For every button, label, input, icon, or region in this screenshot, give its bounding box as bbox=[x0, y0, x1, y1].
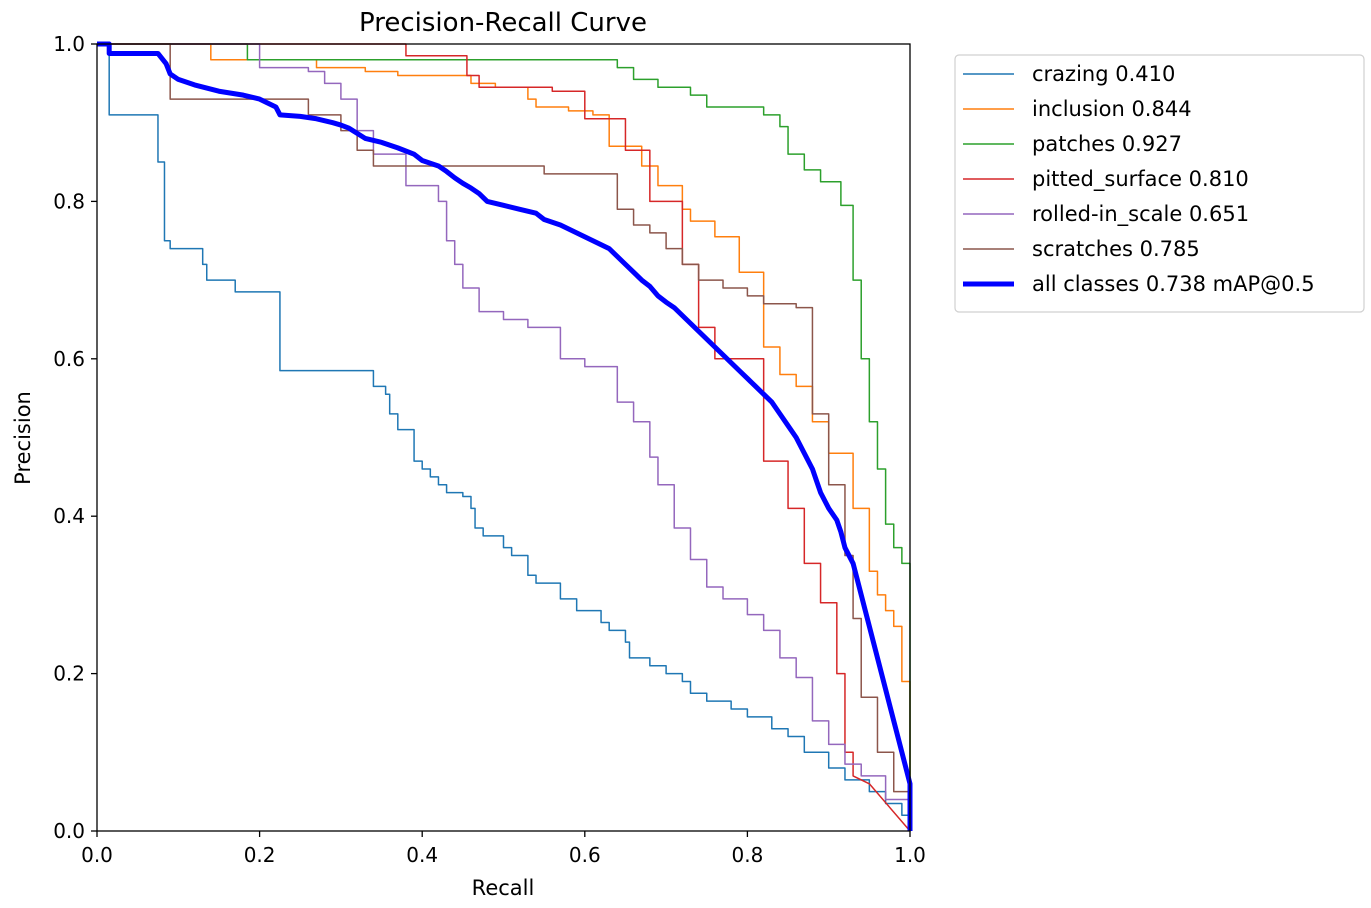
y-tick-label: 0.6 bbox=[53, 347, 85, 371]
series-line-1 bbox=[97, 43, 911, 831]
legend-label-5: scratches 0.785 bbox=[1032, 237, 1200, 261]
y-axis-label: Precision bbox=[11, 391, 35, 485]
y-tick-label: 0.8 bbox=[53, 189, 85, 213]
legend: crazing 0.410 inclusion 0.844 patches 0.92… bbox=[954, 54, 1365, 313]
legend-label-2: patches 0.927 bbox=[1032, 132, 1182, 156]
legend-box bbox=[954, 54, 1365, 313]
series-line-0 bbox=[97, 43, 911, 831]
axes: 0.0 0.2 0.4 0.6 0.8 1.0 0.0 0.2 0.4 0.6 0.8 1.0 bbox=[53, 32, 926, 867]
x-tick-label: 0.4 bbox=[406, 843, 438, 867]
x-tick-label: 0.2 bbox=[244, 843, 276, 867]
y-tick-label: 0.4 bbox=[53, 504, 85, 528]
series-line-3 bbox=[97, 43, 911, 832]
legend-label-4: rolled-in_scale 0.651 bbox=[1032, 202, 1249, 227]
x-tick-label: 0.8 bbox=[731, 843, 763, 867]
x-tick-label: 1.0 bbox=[894, 843, 926, 867]
series-line-4 bbox=[97, 43, 911, 831]
legend-label-0: crazing 0.410 bbox=[1032, 62, 1175, 86]
x-axis-label: Recall bbox=[472, 876, 535, 900]
legend-label-6: all classes 0.738 mAP@0.5 bbox=[1032, 272, 1315, 296]
series-line-6 bbox=[97, 41, 913, 831]
plot-frame bbox=[96, 43, 911, 832]
chart-title: Precision-Recall Curve bbox=[359, 8, 647, 38]
series-line-5 bbox=[97, 43, 911, 831]
legend-label-1: inclusion 0.844 bbox=[1032, 97, 1192, 121]
x-tick-label: 0.6 bbox=[569, 843, 601, 867]
y-tick-label: 1.0 bbox=[53, 32, 85, 56]
x-tick-label: 0.0 bbox=[81, 843, 113, 867]
y-tick-label: 0.0 bbox=[53, 819, 85, 843]
legend-label-3: pitted_surface 0.810 bbox=[1032, 167, 1249, 192]
plot-area bbox=[97, 41, 913, 832]
y-tick-label: 0.2 bbox=[53, 662, 85, 686]
series-line-2 bbox=[97, 43, 911, 831]
